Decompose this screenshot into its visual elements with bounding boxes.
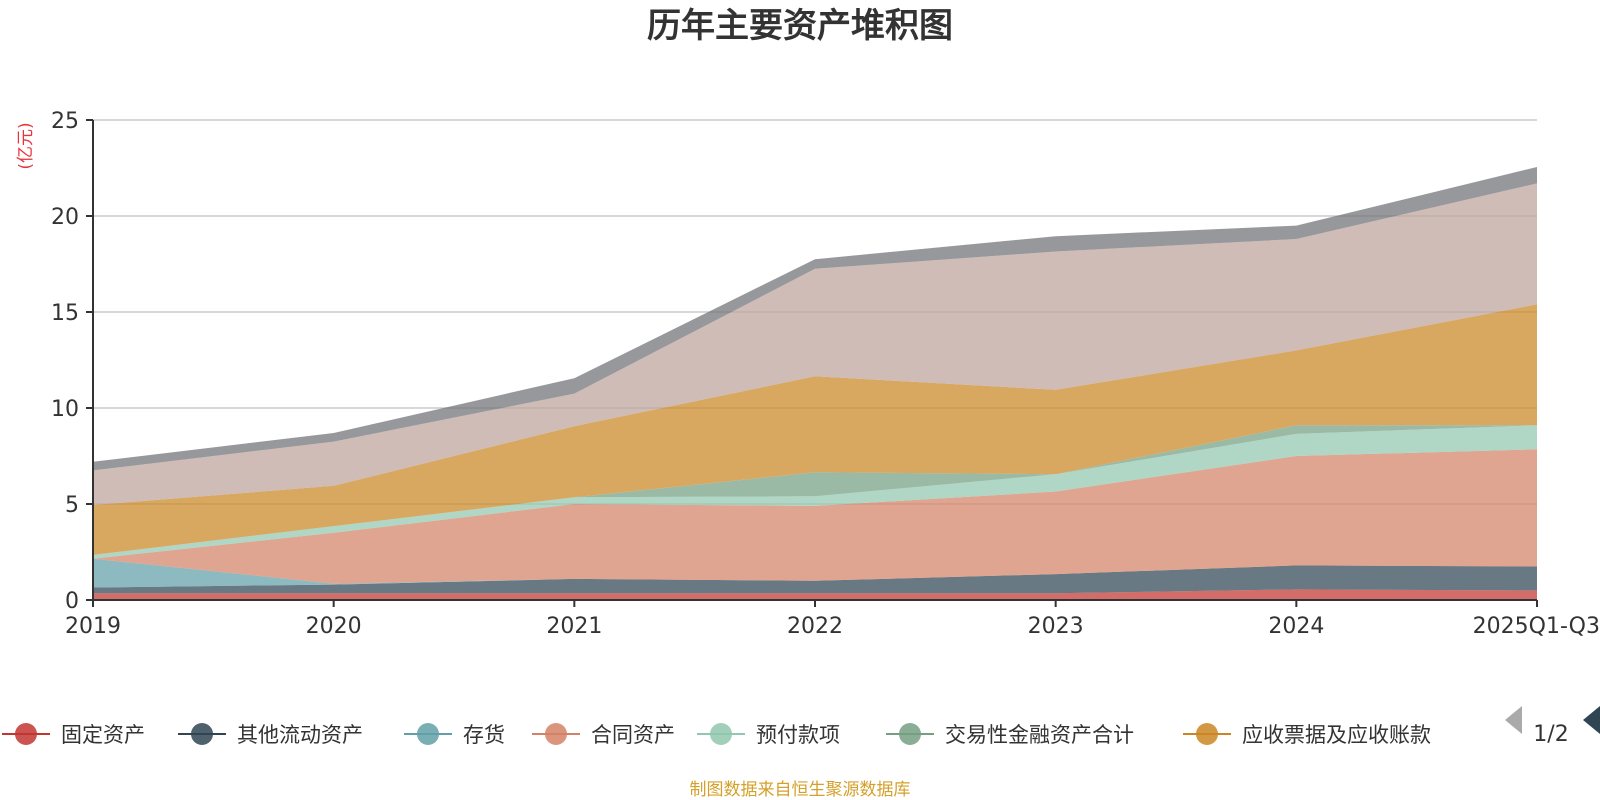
legend-circle-icon [15, 723, 37, 745]
chart-title: 历年主要资产堆积图 [647, 6, 953, 46]
legend-item[interactable]: 固定资产 [2, 723, 145, 747]
legend: 固定资产 其他流动资产 存货 合同资产 预付款项 交易性金融资产合计 应收票据及应收账款 [2, 723, 1431, 747]
legend-label: 合同资产 [591, 723, 675, 747]
legend-label: 固定资产 [61, 723, 145, 747]
area-series-9 [93, 167, 1537, 471]
legend-circle-icon [545, 723, 567, 745]
legend-circle-icon [899, 723, 921, 745]
legend-item[interactable]: 应收票据及应收账款 [1183, 723, 1431, 747]
legend-label: 存货 [463, 723, 505, 747]
area-series-2 [93, 565, 1537, 594]
data-source-note: 制图数据来自恒生聚源数据库 [690, 780, 911, 800]
x-tick-label: 2022 [787, 614, 843, 639]
area-series-6 [93, 425, 1537, 555]
legend-label: 交易性金融资产合计 [945, 723, 1134, 747]
legend-circle-icon [191, 723, 213, 745]
x-tick-label: 2023 [1028, 614, 1084, 639]
legend-label: 预付款项 [756, 723, 840, 747]
area-series-8 [93, 183, 1537, 505]
axes: 0 5 10 15 20 25 2019 2020 2021 2022 2023 2024 2025Q1… [51, 109, 1600, 639]
y-axis-unit-label: (亿元) [16, 122, 36, 169]
area-series-1 [93, 589, 1537, 600]
legend-circle-icon [1196, 723, 1218, 745]
legend-item[interactable]: 预付款项 [697, 723, 840, 747]
legend-prev-page-icon[interactable] [1505, 706, 1522, 734]
area-series-5 [93, 425, 1537, 559]
area-series-7 [93, 304, 1537, 555]
stacked-areas [93, 167, 1537, 600]
legend-item[interactable]: 存货 [404, 723, 505, 747]
area-series-4 [93, 449, 1537, 584]
y-tick-label: 0 [65, 589, 79, 614]
legend-pager: 1/2 [1505, 706, 1600, 747]
y-tick-label: 15 [51, 301, 79, 326]
legend-label: 其他流动资产 [237, 723, 363, 747]
x-tick-label: 2024 [1268, 614, 1324, 639]
legend-circle-icon [417, 723, 439, 745]
y-tick-label: 20 [51, 205, 79, 230]
legend-page-indicator: 1/2 [1533, 722, 1568, 747]
legend-label: 应收票据及应收账款 [1242, 723, 1431, 747]
legend-item[interactable]: 合同资产 [532, 723, 675, 747]
x-tick-label: 2020 [306, 614, 362, 639]
legend-item[interactable]: 交易性金融资产合计 [886, 723, 1134, 747]
area-series-3 [93, 558, 1537, 588]
y-tick-label: 25 [51, 109, 79, 134]
x-tick-label: 2021 [546, 614, 602, 639]
legend-next-page-icon[interactable] [1583, 706, 1600, 734]
y-tick-label: 10 [51, 397, 79, 422]
legend-item[interactable]: 其他流动资产 [178, 723, 363, 747]
legend-circle-icon [710, 723, 732, 745]
x-tick-label: 2019 [65, 614, 121, 639]
y-tick-label: 5 [65, 493, 79, 518]
x-tick-label: 2025Q1-Q3 [1473, 614, 1600, 639]
